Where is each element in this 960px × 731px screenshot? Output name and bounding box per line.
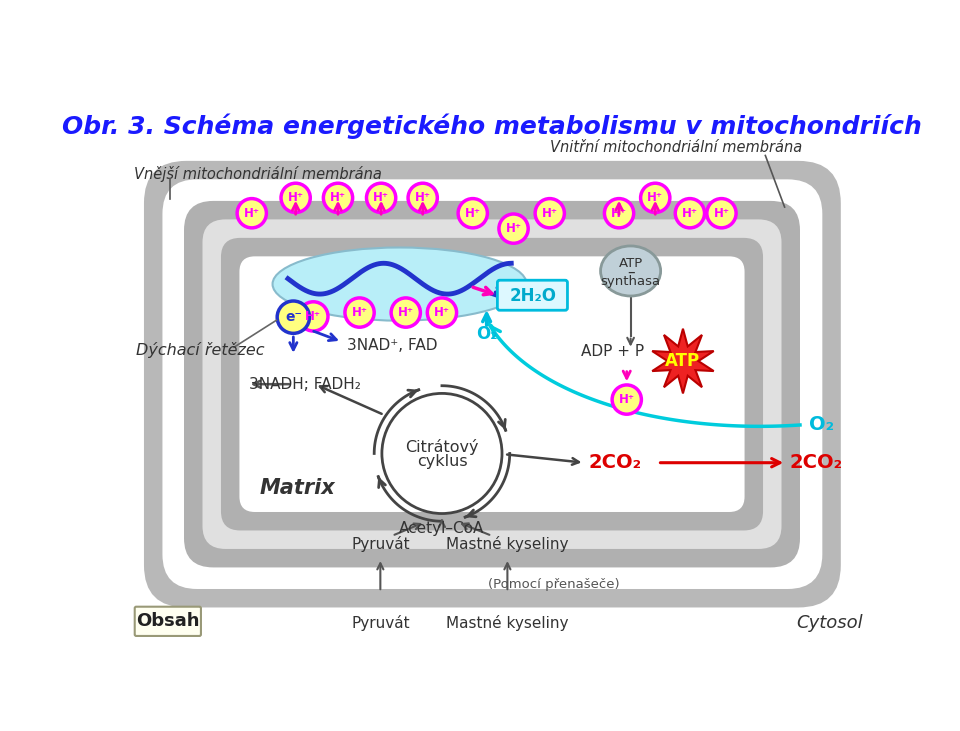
FancyBboxPatch shape [134, 607, 201, 636]
Text: Dýchací řetězec: Dýchací řetězec [136, 341, 265, 357]
Circle shape [408, 183, 438, 213]
Circle shape [367, 183, 396, 213]
Text: O₂: O₂ [476, 325, 497, 343]
Text: 2H₂O: 2H₂O [510, 287, 556, 305]
Circle shape [707, 199, 736, 228]
Text: H⁺: H⁺ [434, 306, 450, 319]
Text: H⁺: H⁺ [351, 306, 368, 319]
Text: Cytosol: Cytosol [796, 614, 863, 632]
Text: Acetyl–CoA: Acetyl–CoA [399, 520, 485, 536]
Text: Mastné kyseliny: Mastné kyseliny [446, 615, 568, 631]
Circle shape [675, 199, 705, 228]
Circle shape [277, 301, 309, 333]
Text: H⁺: H⁺ [373, 192, 389, 205]
Ellipse shape [601, 246, 660, 296]
Text: ATP: ATP [665, 352, 701, 370]
FancyBboxPatch shape [497, 280, 567, 310]
Text: H⁺: H⁺ [713, 207, 730, 220]
Text: H⁺: H⁺ [506, 222, 521, 235]
Text: Obsah: Obsah [136, 613, 200, 630]
Circle shape [605, 199, 634, 228]
Circle shape [281, 183, 310, 213]
Text: 2CO₂: 2CO₂ [790, 453, 843, 472]
Polygon shape [652, 329, 713, 393]
Text: Matrix: Matrix [259, 478, 335, 498]
Text: H⁺: H⁺ [288, 192, 303, 205]
Circle shape [427, 298, 457, 327]
Text: Vnější mitochondriální membrána: Vnější mitochondriální membrána [134, 166, 382, 182]
Circle shape [391, 298, 420, 327]
Text: Pyruvát: Pyruvát [351, 615, 410, 631]
Text: H⁺: H⁺ [305, 310, 322, 323]
Circle shape [345, 298, 374, 327]
Text: H⁺: H⁺ [647, 192, 663, 205]
Text: H⁺: H⁺ [330, 192, 346, 205]
Text: H⁺: H⁺ [541, 207, 558, 220]
Circle shape [458, 199, 488, 228]
Text: (Pomocí přenašeče): (Pomocí přenašeče) [488, 578, 619, 591]
Circle shape [382, 393, 502, 514]
FancyBboxPatch shape [144, 161, 841, 607]
Text: 3NADH; FADH₂: 3NADH; FADH₂ [250, 376, 361, 392]
Circle shape [237, 199, 266, 228]
Text: e⁻: e⁻ [285, 310, 301, 324]
Text: H⁺: H⁺ [612, 207, 627, 220]
Circle shape [299, 302, 328, 331]
Circle shape [612, 385, 641, 414]
Text: Pyruvát: Pyruvát [351, 536, 410, 552]
Text: ADP + P: ADP + P [581, 344, 643, 359]
Text: H⁺: H⁺ [397, 306, 414, 319]
FancyBboxPatch shape [221, 238, 763, 531]
Ellipse shape [273, 248, 527, 321]
FancyBboxPatch shape [184, 201, 800, 567]
FancyBboxPatch shape [203, 219, 781, 549]
Text: H⁺: H⁺ [415, 192, 431, 205]
Text: Mastné kyseliny: Mastné kyseliny [446, 536, 568, 552]
Text: H⁺: H⁺ [682, 207, 698, 220]
FancyBboxPatch shape [239, 257, 745, 512]
Circle shape [640, 183, 670, 213]
Text: Citrátový: Citrátový [405, 439, 479, 455]
Circle shape [499, 214, 528, 243]
Text: H⁺: H⁺ [244, 207, 260, 220]
Text: O₂: O₂ [809, 415, 834, 434]
Circle shape [535, 199, 564, 228]
Text: cyklus: cyklus [417, 454, 468, 469]
Text: ATP: ATP [618, 257, 643, 270]
Text: 2CO₂: 2CO₂ [588, 453, 641, 472]
Text: H⁺: H⁺ [619, 393, 635, 406]
Text: 3NAD⁺, FAD: 3NAD⁺, FAD [348, 338, 438, 353]
FancyBboxPatch shape [162, 179, 823, 589]
Text: Obr. 3. Schéma energetického metabolismu v mitochondriích: Obr. 3. Schéma energetického metabolismu… [62, 113, 922, 139]
Circle shape [324, 183, 352, 213]
Text: –: – [627, 265, 635, 280]
Text: synthasa: synthasa [601, 276, 660, 288]
Text: H⁺: H⁺ [465, 207, 481, 220]
Text: Vnitřní mitochondriální membrána: Vnitřní mitochondriální membrána [550, 140, 802, 155]
